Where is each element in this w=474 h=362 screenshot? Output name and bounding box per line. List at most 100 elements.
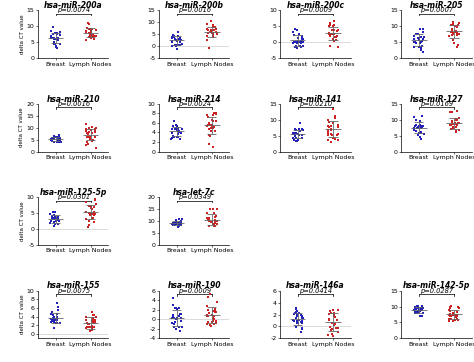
Point bbox=[415, 307, 423, 313]
Point bbox=[209, 308, 216, 313]
Point bbox=[447, 303, 455, 308]
Point bbox=[207, 129, 215, 134]
Point bbox=[296, 43, 304, 49]
Point bbox=[213, 206, 220, 212]
Point bbox=[446, 311, 454, 317]
Point bbox=[325, 119, 333, 125]
Point bbox=[53, 314, 61, 320]
Point bbox=[169, 126, 176, 132]
Point bbox=[176, 328, 184, 334]
Point bbox=[292, 127, 300, 133]
Point bbox=[169, 295, 177, 301]
Point bbox=[84, 224, 92, 230]
Point bbox=[89, 34, 96, 40]
Point bbox=[92, 28, 100, 33]
Point bbox=[50, 36, 57, 42]
Point bbox=[47, 34, 55, 40]
Point bbox=[173, 123, 181, 129]
Point bbox=[210, 144, 217, 150]
Point bbox=[84, 20, 92, 26]
Point bbox=[168, 320, 176, 326]
Point bbox=[83, 134, 91, 140]
Point bbox=[290, 137, 298, 143]
Point bbox=[206, 291, 214, 296]
Point bbox=[299, 43, 307, 49]
Point bbox=[92, 314, 100, 320]
Point bbox=[213, 31, 220, 37]
Point bbox=[325, 123, 332, 129]
Point bbox=[449, 125, 457, 131]
Point bbox=[330, 31, 337, 37]
Point bbox=[213, 30, 220, 36]
Point bbox=[83, 337, 91, 343]
Point bbox=[210, 125, 218, 130]
Point bbox=[169, 135, 176, 140]
Point bbox=[85, 218, 93, 223]
Point bbox=[82, 37, 90, 43]
Point bbox=[451, 312, 459, 318]
Point bbox=[56, 135, 64, 141]
Point bbox=[418, 124, 426, 130]
Title: hsa-let-7c: hsa-let-7c bbox=[173, 188, 215, 197]
Point bbox=[50, 35, 57, 41]
Point bbox=[177, 311, 185, 316]
Point bbox=[454, 42, 462, 48]
Point bbox=[453, 30, 460, 35]
Point bbox=[414, 308, 422, 314]
Point bbox=[176, 221, 184, 227]
Text: p=0.0016: p=0.0016 bbox=[56, 101, 90, 107]
Point bbox=[415, 31, 422, 37]
Point bbox=[85, 125, 92, 131]
Point bbox=[168, 34, 176, 40]
Point bbox=[452, 129, 460, 135]
Point bbox=[330, 38, 338, 44]
Point bbox=[173, 126, 181, 132]
Title: hsa-miR-200c: hsa-miR-200c bbox=[286, 1, 344, 10]
Point bbox=[445, 307, 453, 313]
Point bbox=[298, 312, 305, 318]
Point bbox=[296, 310, 303, 316]
Point bbox=[454, 22, 461, 28]
Point bbox=[91, 196, 99, 202]
Point bbox=[55, 35, 62, 41]
Point bbox=[455, 120, 463, 126]
Point bbox=[419, 36, 427, 42]
Point bbox=[90, 312, 97, 318]
Point bbox=[449, 37, 456, 43]
Point bbox=[88, 323, 95, 328]
Point bbox=[203, 21, 211, 27]
Point bbox=[88, 31, 95, 37]
Point bbox=[416, 118, 424, 124]
Point bbox=[206, 223, 213, 229]
Point bbox=[419, 305, 426, 311]
Point bbox=[211, 214, 219, 220]
Point bbox=[91, 212, 98, 218]
Point bbox=[448, 119, 456, 125]
Point bbox=[328, 320, 336, 326]
Point bbox=[331, 115, 339, 121]
Point bbox=[172, 305, 179, 311]
Text: p=0.0210: p=0.0210 bbox=[299, 101, 332, 107]
Point bbox=[296, 129, 303, 134]
Point bbox=[85, 210, 93, 216]
Point bbox=[51, 212, 58, 218]
Point bbox=[447, 313, 455, 319]
Point bbox=[48, 214, 55, 219]
Point bbox=[203, 313, 211, 319]
Point bbox=[414, 35, 421, 41]
Point bbox=[89, 327, 96, 333]
Point bbox=[293, 40, 301, 46]
Point bbox=[54, 320, 61, 326]
Point bbox=[209, 319, 216, 325]
Point bbox=[168, 39, 176, 45]
Point bbox=[175, 222, 182, 227]
Point bbox=[449, 122, 456, 127]
Point bbox=[54, 215, 62, 221]
Point bbox=[453, 313, 461, 319]
Point bbox=[330, 27, 338, 33]
Point bbox=[417, 123, 424, 129]
Point bbox=[297, 38, 305, 44]
Point bbox=[418, 305, 426, 311]
Point bbox=[50, 223, 58, 229]
Point bbox=[206, 216, 213, 222]
